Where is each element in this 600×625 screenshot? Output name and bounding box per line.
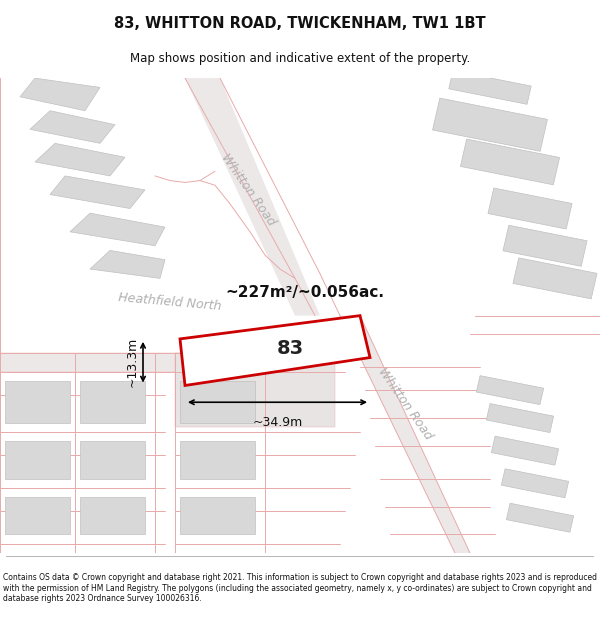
Polygon shape [80,498,145,534]
Polygon shape [433,98,547,151]
Polygon shape [476,376,544,404]
Text: 83, WHITTON ROAD, TWICKENHAM, TW1 1BT: 83, WHITTON ROAD, TWICKENHAM, TW1 1BT [114,16,486,31]
Text: Whitton Road: Whitton Road [218,151,278,228]
Polygon shape [175,353,335,428]
Text: Map shows position and indicative extent of the property.: Map shows position and indicative extent… [130,52,470,65]
Polygon shape [506,503,574,532]
Polygon shape [180,316,370,386]
Polygon shape [80,441,145,479]
Text: ~227m²/~0.056ac.: ~227m²/~0.056ac. [226,285,385,300]
Polygon shape [502,469,569,498]
Polygon shape [491,436,559,465]
Polygon shape [20,78,100,111]
Text: Contains OS data © Crown copyright and database right 2021. This information is : Contains OS data © Crown copyright and d… [3,573,597,603]
Polygon shape [0,353,330,371]
Polygon shape [460,139,560,185]
Text: Heathfield North: Heathfield North [118,291,222,312]
Polygon shape [70,213,165,246]
Polygon shape [35,143,125,176]
Polygon shape [340,316,470,553]
Polygon shape [5,498,70,534]
Polygon shape [180,498,255,534]
Polygon shape [488,188,572,229]
Text: ~13.3m: ~13.3m [126,337,139,388]
Polygon shape [487,404,554,432]
Polygon shape [90,251,165,278]
Polygon shape [30,111,115,143]
Polygon shape [449,71,531,104]
Polygon shape [185,78,320,316]
Polygon shape [180,441,255,479]
Text: ~34.9m: ~34.9m [253,416,302,429]
Polygon shape [503,225,587,266]
Polygon shape [50,176,145,209]
Polygon shape [180,381,255,423]
Text: Whitton Road: Whitton Road [376,366,434,442]
Polygon shape [5,441,70,479]
Polygon shape [5,381,70,423]
Text: 83: 83 [277,339,304,357]
Polygon shape [513,258,597,299]
Polygon shape [80,381,145,423]
